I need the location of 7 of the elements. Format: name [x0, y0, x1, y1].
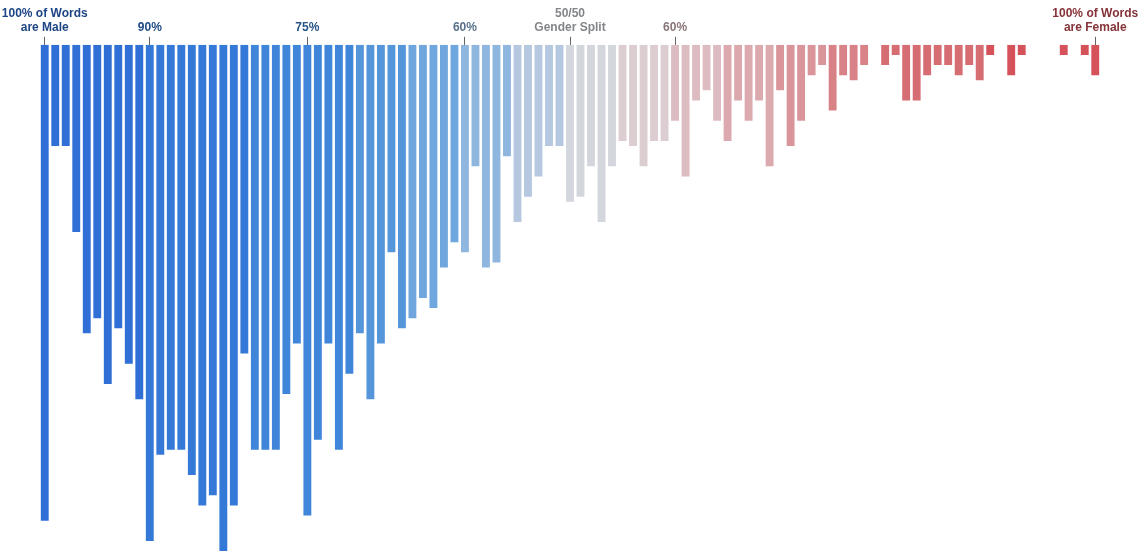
- x-tick-label: 60%: [663, 19, 688, 34]
- x-tick-label: 75%: [295, 19, 320, 34]
- x-tick-label: 50/50 Gender Split: [534, 5, 606, 34]
- x-tick-label: 100% of Words are Female: [1052, 5, 1139, 34]
- x-tick-label: 100% of Words are Male: [1, 5, 88, 34]
- x-tick-label: 60%: [452, 19, 478, 34]
- x-tick-label: 90%: [137, 19, 163, 34]
